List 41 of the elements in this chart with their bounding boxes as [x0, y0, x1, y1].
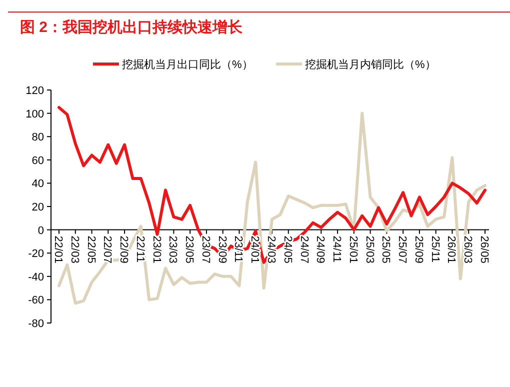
- y-tick-label: -60: [28, 294, 44, 307]
- x-tick-label: 22/05: [84, 236, 97, 264]
- y-tick-label: -20: [28, 248, 44, 260]
- x-tick-label: 25/11: [428, 236, 441, 263]
- y-tick-label: 40: [32, 178, 44, 190]
- x-tick-label: 22/03: [68, 236, 80, 264]
- x-tick-label: 24/09: [314, 236, 326, 264]
- y-tick-label: 20: [32, 202, 44, 214]
- y-tick-label: 80: [32, 132, 44, 144]
- x-tick-label: 26/05: [478, 236, 490, 264]
- x-tick-label: 25/01: [346, 236, 359, 264]
- x-tick-label: 26/03: [462, 236, 474, 264]
- x-tick-label: 24/01: [248, 236, 261, 264]
- y-tick-label: 60: [32, 154, 44, 167]
- x-tick-label: 24/03: [265, 236, 277, 264]
- x-tick-label: 23/05: [183, 236, 196, 264]
- y-tick-label: 120: [26, 85, 44, 97]
- x-tick-label: 24/05: [281, 236, 294, 264]
- y-tick-label: 100: [26, 108, 44, 120]
- x-tick-label: 23/07: [199, 236, 212, 264]
- y-tick-label: -80: [28, 318, 44, 330]
- x-tick-label: 26/01: [445, 236, 458, 264]
- x-tick-label: 23/01: [150, 236, 162, 264]
- x-tick-label: 23/09: [216, 236, 228, 264]
- x-tick-label: 22/11: [134, 236, 146, 263]
- x-tick-label: 23/11: [232, 236, 244, 263]
- x-tick-label: 24/11: [330, 236, 343, 263]
- x-tick-label: 25/07: [396, 236, 408, 264]
- x-tick-label: 23/03: [166, 236, 179, 264]
- x-tick-label: 25/05: [380, 236, 392, 264]
- x-tick-label: 25/03: [363, 236, 376, 264]
- x-tick-label: 25/09: [412, 236, 424, 264]
- x-tick-label: 22/01: [52, 236, 64, 264]
- legend-label: 挖掘机当月内销同比（%）: [305, 58, 436, 71]
- x-tick-label: 22/09: [118, 236, 130, 264]
- x-tick-label: 24/07: [298, 236, 310, 264]
- y-tick-label: -40: [28, 271, 44, 284]
- y-tick-label: 0: [38, 224, 44, 237]
- legend-label: 挖掘机当月出口同比（%）: [122, 58, 253, 71]
- x-tick-label: 22/07: [101, 236, 114, 264]
- chart-title: 图 2：我国挖机出口持续快速增长: [20, 19, 244, 36]
